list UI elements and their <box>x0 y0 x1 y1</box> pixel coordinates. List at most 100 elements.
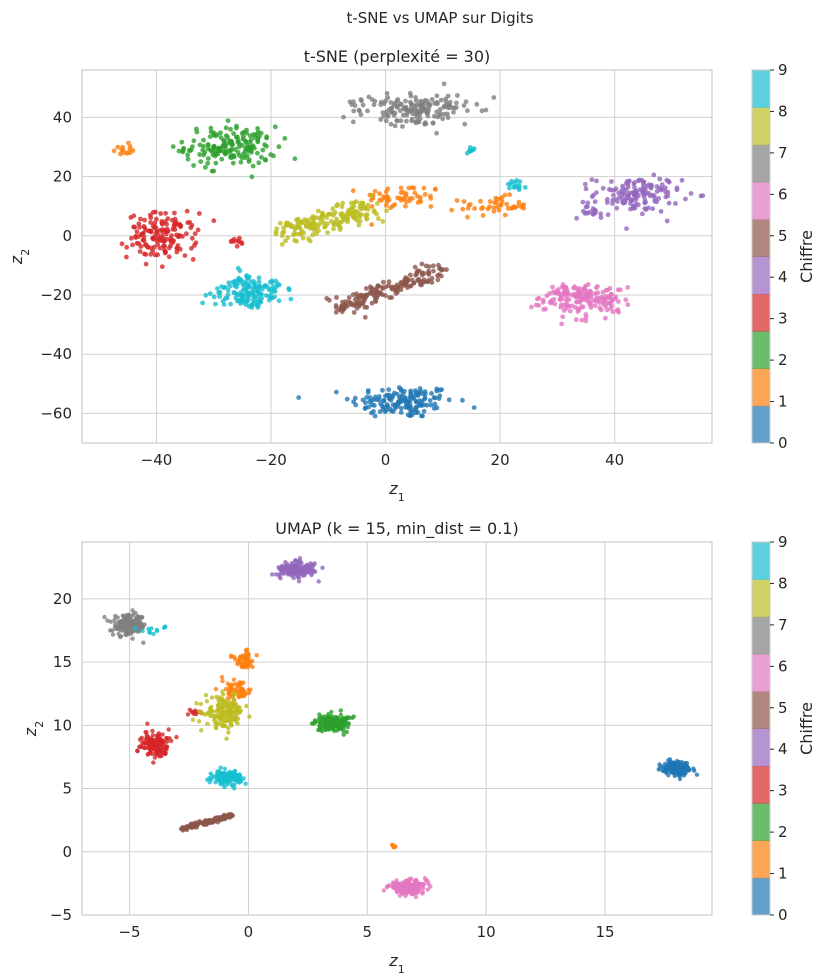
point-digit-6 <box>425 887 430 892</box>
point-digit-8 <box>226 730 231 735</box>
point-digit-0 <box>379 403 385 409</box>
point-digit-0 <box>371 409 376 414</box>
point-digit-9 <box>234 774 239 780</box>
y-axis-label-main: z <box>7 255 26 265</box>
point-digit-7 <box>341 114 346 120</box>
colorbar-segment <box>752 219 770 257</box>
point-digit-6 <box>547 291 552 296</box>
point-digit-8 <box>200 711 206 717</box>
point-digit-2 <box>207 134 213 140</box>
colorbar-tick-label: 7 <box>778 616 788 634</box>
colorbar-segment <box>752 107 770 146</box>
point-digit-2 <box>233 134 239 140</box>
point-digit-4 <box>636 193 641 199</box>
point-digit-5 <box>419 261 425 267</box>
point-digit-5 <box>426 268 431 274</box>
point-digit-7 <box>112 617 117 623</box>
point-digit-4 <box>626 195 632 201</box>
point-digit-6 <box>397 893 403 898</box>
point-digit-9 <box>241 776 246 781</box>
point-digit-4 <box>309 572 314 578</box>
point-digit-4 <box>642 206 648 212</box>
point-digit-2 <box>262 142 267 148</box>
point-digit-9 <box>225 782 230 787</box>
colorbar-segment <box>752 728 770 767</box>
point-digit-3 <box>150 728 155 734</box>
point-digit-0 <box>415 410 421 415</box>
x-axis-label-main: z <box>388 479 398 498</box>
colorbar-segment <box>752 803 770 841</box>
point-digit-1 <box>220 678 225 684</box>
point-digit-9 <box>467 148 472 154</box>
point-digit-1 <box>502 192 508 198</box>
point-digit-0 <box>419 403 424 408</box>
point-digit-4 <box>302 568 307 573</box>
point-digit-7 <box>381 114 386 119</box>
point-digit-8 <box>227 716 232 722</box>
point-digit-7 <box>421 102 426 107</box>
point-digit-8 <box>285 235 291 240</box>
point-digit-0 <box>380 387 385 393</box>
point-digit-9 <box>213 301 218 307</box>
point-digit-4 <box>648 185 654 191</box>
point-digit-8 <box>283 238 288 244</box>
colorbar-frame <box>751 541 771 916</box>
point-digit-4 <box>625 184 631 190</box>
point-digit-4 <box>628 206 633 212</box>
point-digit-8 <box>278 220 283 226</box>
colorbar-tick-label: 3 <box>778 782 788 800</box>
point-digit-7 <box>461 103 467 108</box>
point-digit-8 <box>234 706 239 712</box>
point-digit-7 <box>371 102 377 108</box>
point-digit-3 <box>163 210 169 216</box>
point-digit-6 <box>413 885 418 890</box>
y-axis-label: z2 <box>21 721 46 737</box>
point-digit-1 <box>505 206 511 211</box>
point-digit-5 <box>377 290 383 295</box>
point-digit-8 <box>218 715 224 720</box>
point-digit-8 <box>190 717 196 722</box>
point-digit-0 <box>398 386 404 392</box>
point-digit-2 <box>205 156 211 161</box>
point-digit-0 <box>678 767 683 773</box>
point-digit-5 <box>389 295 394 300</box>
point-digit-7 <box>403 98 408 104</box>
point-digit-3 <box>128 215 134 220</box>
point-digit-3 <box>159 738 164 743</box>
point-digit-7 <box>440 116 445 122</box>
point-digit-3 <box>153 225 159 230</box>
point-digit-3 <box>164 747 169 752</box>
point-digit-5 <box>435 277 441 283</box>
point-digit-3 <box>229 238 235 244</box>
point-digit-5 <box>192 824 197 830</box>
point-digit-4 <box>604 200 610 205</box>
point-digit-9 <box>248 279 254 284</box>
point-digit-8 <box>315 224 321 230</box>
point-digit-3 <box>137 737 143 742</box>
point-digit-3 <box>145 244 151 250</box>
point-digit-6 <box>403 893 408 899</box>
point-digit-6 <box>397 885 403 891</box>
point-digit-7 <box>434 130 439 136</box>
axes-frame <box>81 69 713 444</box>
point-digit-7 <box>445 115 451 120</box>
point-digit-3 <box>163 249 168 255</box>
point-digit-5 <box>405 285 410 290</box>
point-digit-7 <box>129 622 134 627</box>
point-digit-2 <box>247 133 253 139</box>
colorbar-tick-label: 7 <box>778 144 788 162</box>
colorbar-segment <box>752 616 770 655</box>
point-digit-5 <box>380 279 386 285</box>
point-digit-3 <box>119 241 125 247</box>
point-digit-9 <box>222 784 227 790</box>
point-digit-8 <box>220 689 225 694</box>
point-digit-8 <box>209 695 215 700</box>
point-digit-9 <box>215 286 220 291</box>
point-digit-2 <box>249 149 254 155</box>
point-digit-1 <box>235 661 240 667</box>
point-digit-8 <box>233 691 239 697</box>
point-digit-7 <box>388 100 394 105</box>
point-digit-0 <box>683 767 688 772</box>
point-digit-7 <box>113 613 118 619</box>
point-digit-2 <box>218 135 224 141</box>
